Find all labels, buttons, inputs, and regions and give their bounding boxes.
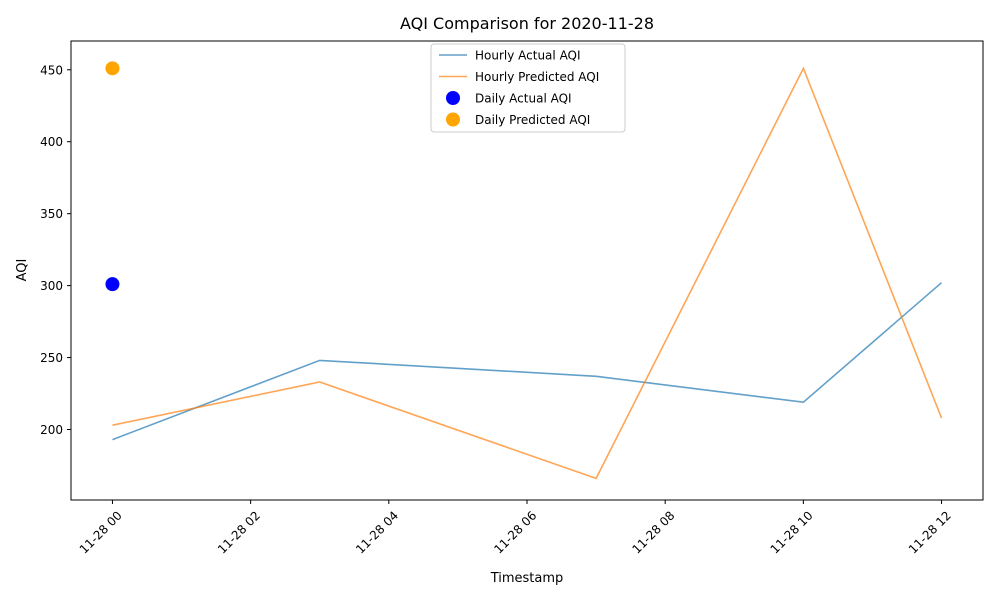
legend: Hourly Actual AQI Hourly Predicted AQI Dai… xyxy=(430,43,626,133)
x-axis-label: Timestamp xyxy=(490,571,564,586)
x-axis: 11-28 00 11-28 02 11-28 04 11-28 06 11-28 08… xyxy=(77,500,954,556)
legend-swatch-marker xyxy=(446,112,460,127)
x-tick-label: 11-28 02 xyxy=(215,508,263,556)
legend-label: Hourly Actual AQI xyxy=(475,49,581,63)
plot-frame xyxy=(70,40,984,501)
x-tick-label: 11-28 00 xyxy=(77,508,125,556)
series-layer xyxy=(105,61,943,480)
x-tick-label: 11-28 12 xyxy=(906,508,954,556)
x-tick-label: 11-28 04 xyxy=(353,508,401,556)
legend-label: Daily Actual AQI xyxy=(475,92,572,106)
y-tick-label: 200 xyxy=(40,423,63,437)
y-tick-label: 400 xyxy=(40,135,63,149)
x-tick-label: 11-28 06 xyxy=(491,508,539,556)
series-point-2 xyxy=(105,277,120,292)
series-line-0 xyxy=(112,282,943,441)
legend-box xyxy=(430,43,626,133)
y-axis-label: AQI xyxy=(15,259,30,282)
x-tick-label: 11-28 10 xyxy=(768,508,816,556)
x-tick-label: 11-28 08 xyxy=(629,508,677,556)
y-axis: 200 250 300 350 400 450 xyxy=(40,63,71,437)
series-point-3 xyxy=(105,61,120,76)
legend-label: Hourly Predicted AQI xyxy=(475,70,599,84)
chart-title: AQI Comparison for 2020-11-28 xyxy=(400,14,654,33)
legend-label: Daily Predicted AQI xyxy=(475,113,590,127)
y-tick-label: 300 xyxy=(40,279,63,293)
series-line-1 xyxy=(112,66,943,480)
legend-swatch-marker xyxy=(446,91,460,105)
y-tick-label: 350 xyxy=(40,207,63,221)
y-tick-label: 450 xyxy=(40,63,63,77)
y-tick-label: 250 xyxy=(40,351,63,365)
